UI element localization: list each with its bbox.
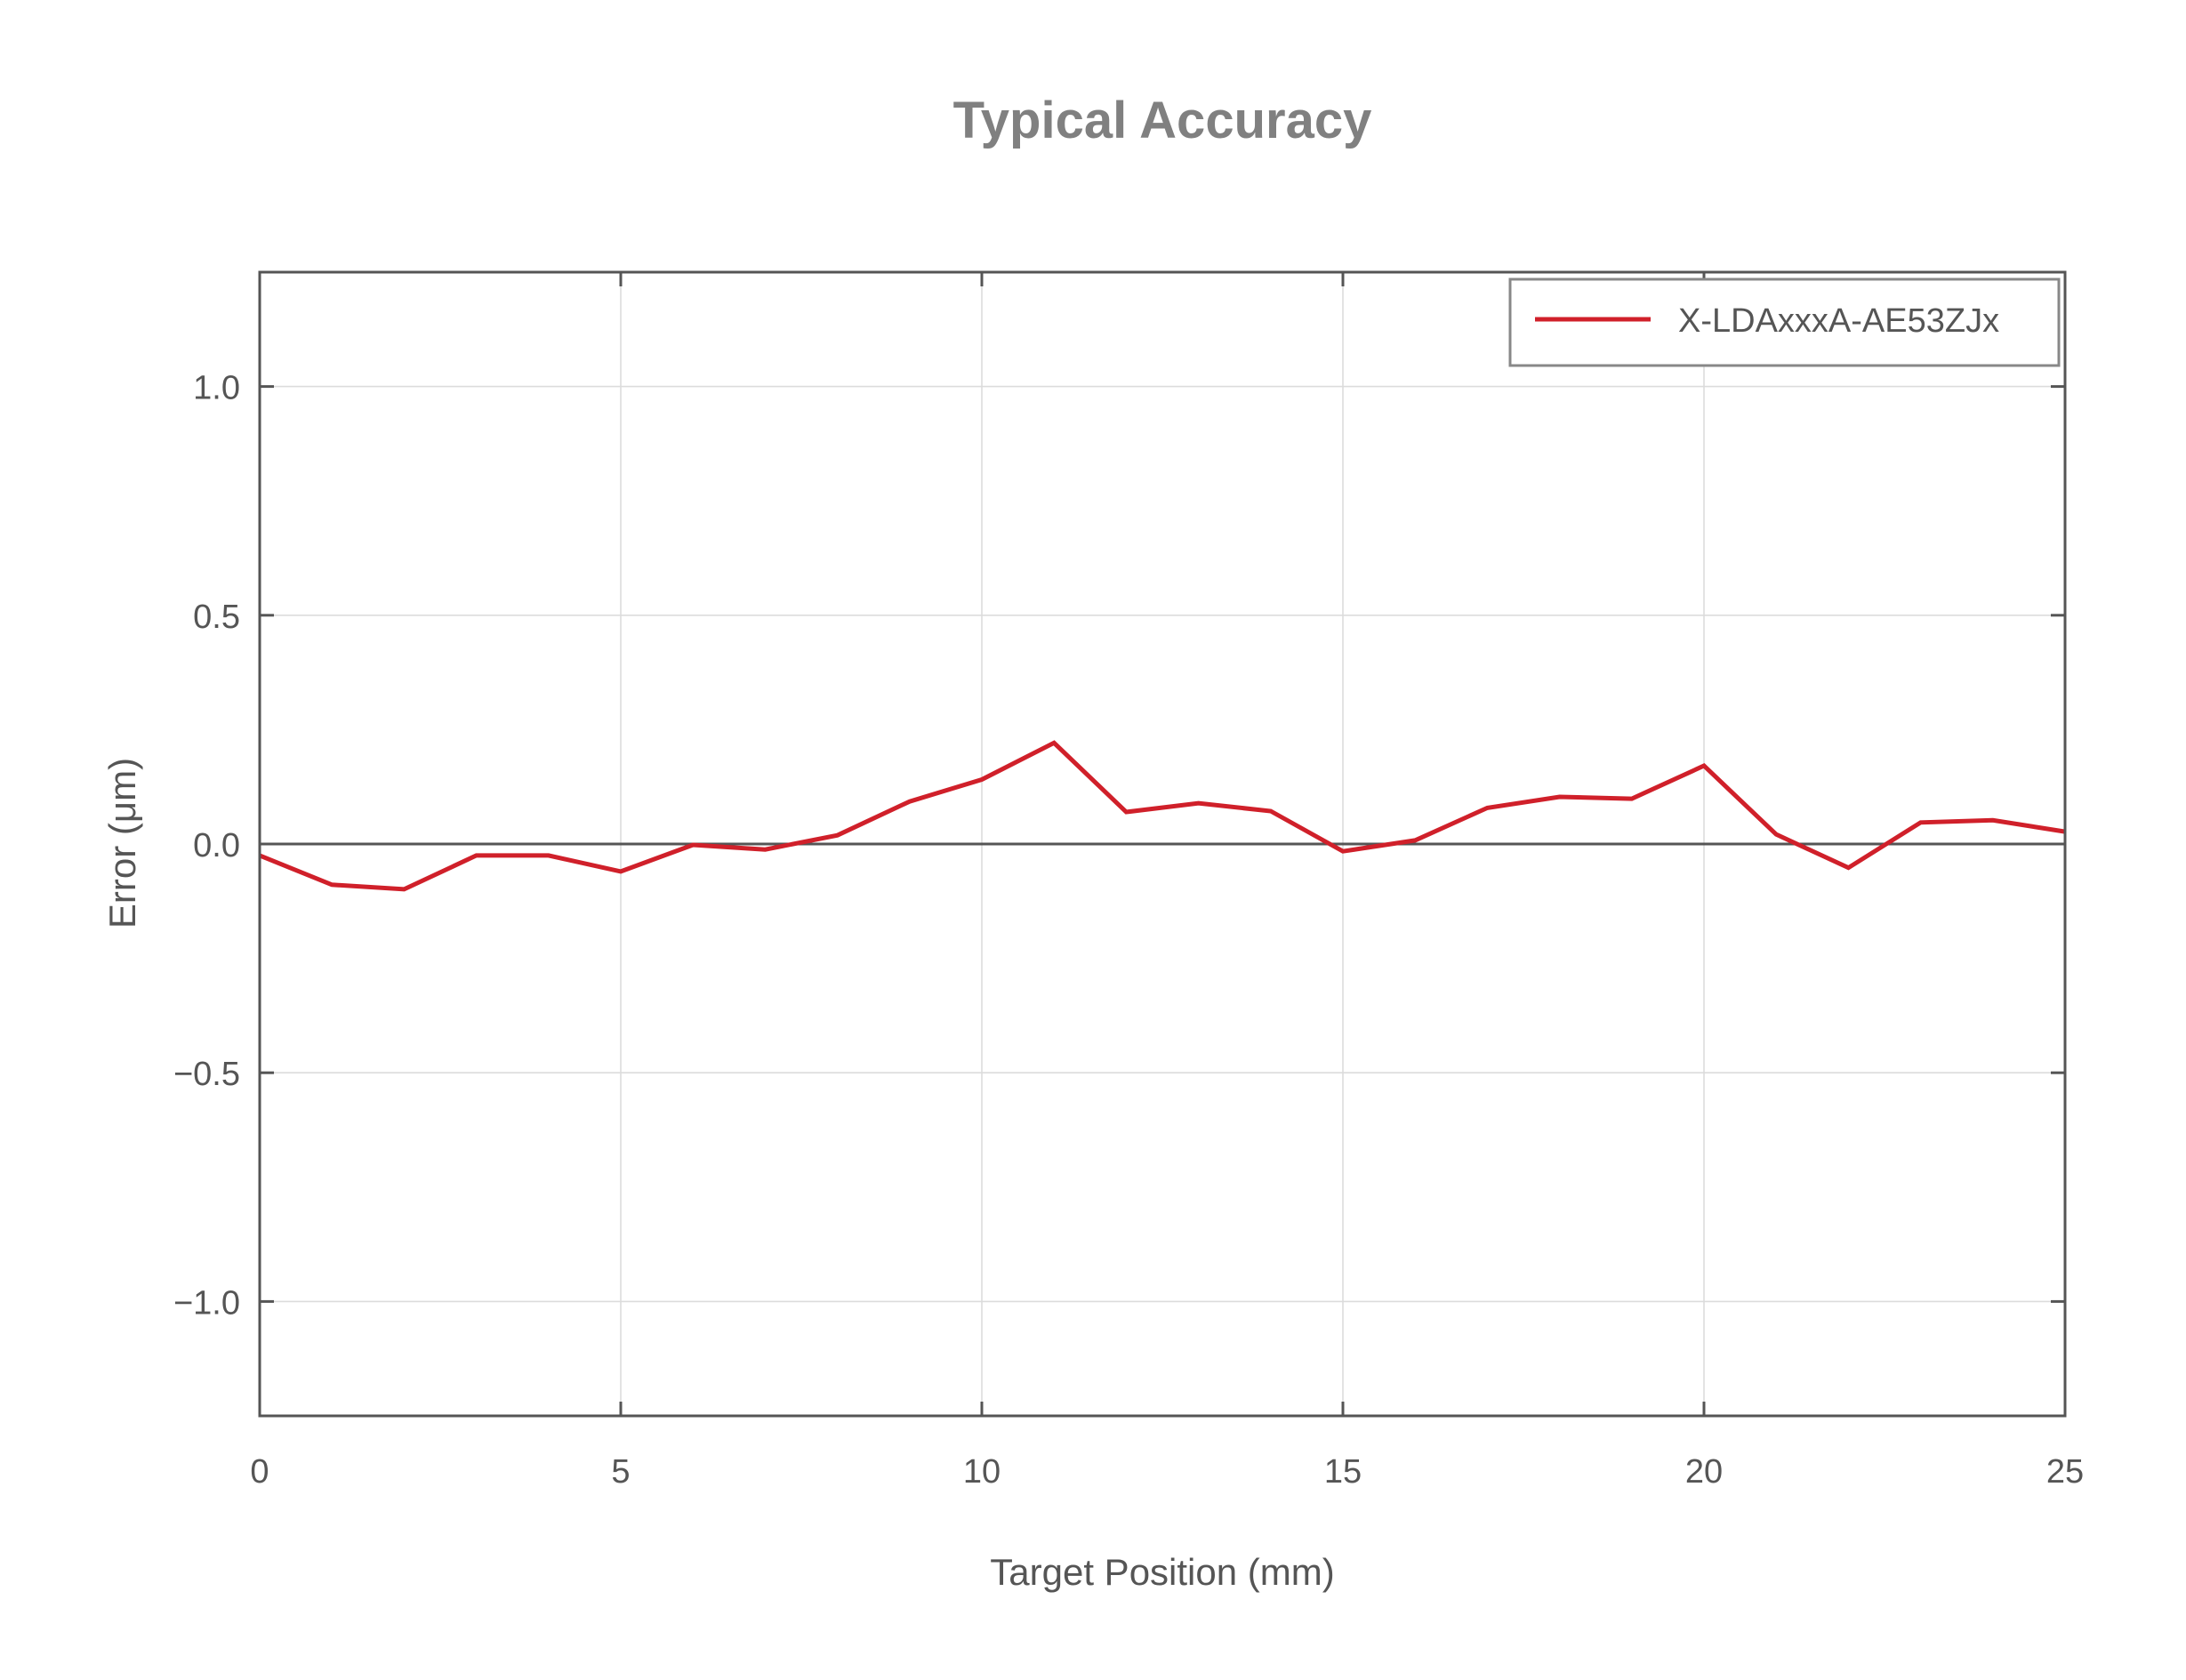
y-tick-label: 0.0	[193, 827, 240, 864]
x-axis-tick-labels: 0 5 10 15 20 25	[250, 1453, 2084, 1491]
legend-label: X-LDAxxxA-AE53ZJx	[1678, 302, 1999, 340]
y-tick-label: −1.0	[173, 1284, 240, 1322]
series-line	[259, 740, 2066, 892]
x-tick-label: 10	[963, 1453, 1001, 1491]
chart-title: Typical Accuracy	[953, 92, 1372, 149]
y-tick-label: 1.0	[193, 370, 240, 407]
x-tick-label: 15	[1324, 1453, 1362, 1491]
y-axis-tick-labels: −1.0 −0.5 0.0 0.5 1.0	[173, 370, 240, 1322]
x-tick-label: 0	[250, 1453, 269, 1491]
x-axis-label: Target Position (mm)	[990, 1551, 1334, 1593]
data-series	[259, 740, 2066, 892]
legend: X-LDAxxxA-AE53ZJx	[1508, 277, 2061, 367]
y-axis-label: Error (μm)	[101, 758, 143, 928]
y-tick-label: 0.5	[193, 599, 240, 636]
legend-box	[1508, 277, 2061, 367]
y-tick-label: −0.5	[173, 1056, 240, 1093]
x-tick-label: 25	[2046, 1453, 2084, 1491]
x-tick-label: 5	[611, 1453, 630, 1491]
x-tick-label: 20	[1685, 1453, 1723, 1491]
